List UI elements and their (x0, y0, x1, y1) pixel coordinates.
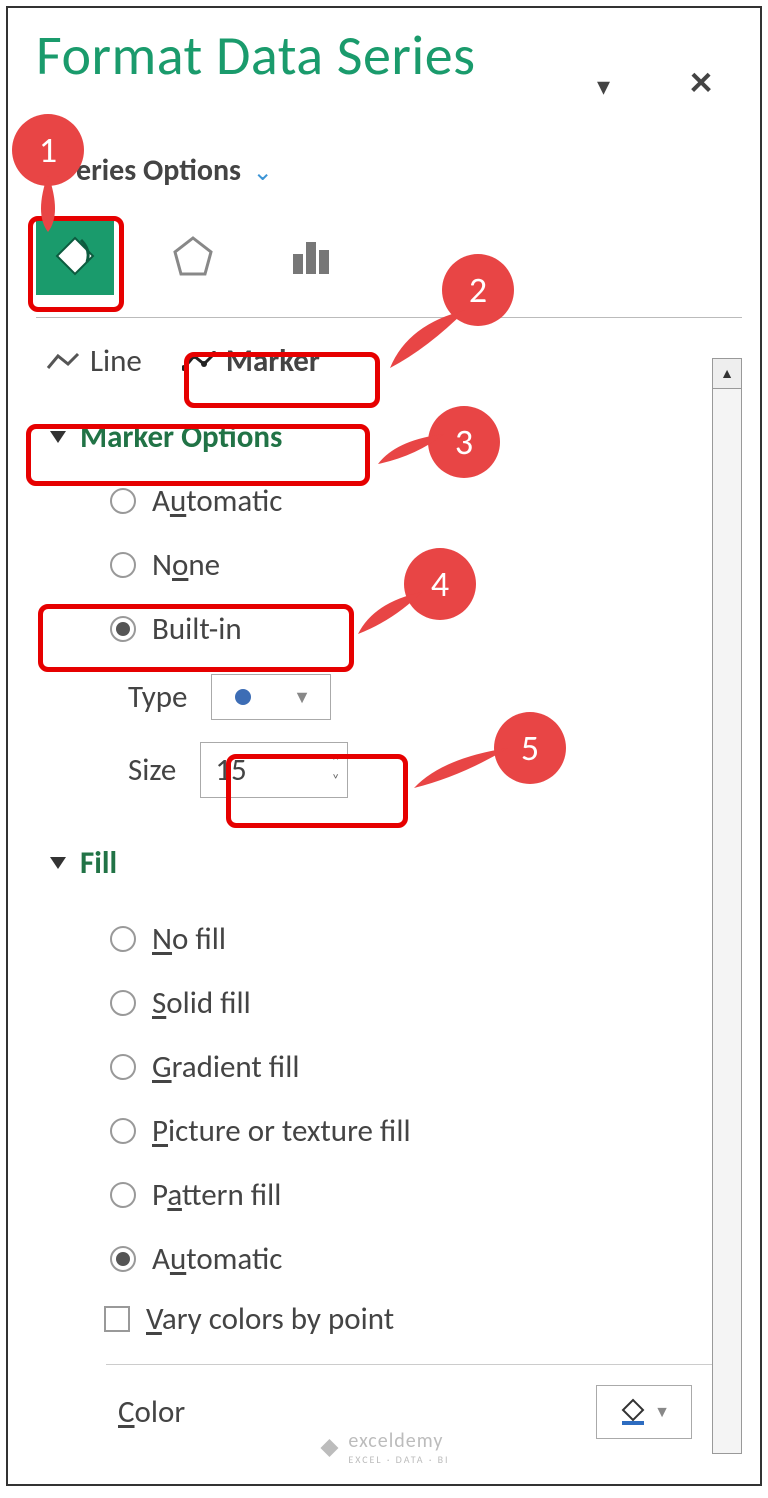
format-category-icons (36, 217, 742, 318)
radio-none[interactable]: None (104, 542, 742, 588)
radio-icon (110, 616, 136, 642)
radio-automatic[interactable]: Automatic (104, 478, 742, 524)
divider (106, 1364, 712, 1365)
radio-icon (110, 1246, 136, 1272)
radio-icon (110, 1118, 136, 1144)
line-marker-tabs: Line Marker (42, 340, 742, 382)
radio-icon (110, 926, 136, 952)
marker-options-header[interactable]: Marker Options (42, 414, 742, 460)
radio-fill-automatic[interactable]: Automatic (104, 1236, 742, 1282)
fill-and-line-icon[interactable] (36, 217, 114, 295)
fill-color-button[interactable]: ▼ (596, 1385, 692, 1439)
radio-gradient-fill[interactable]: Gradient fill (104, 1044, 742, 1090)
tab-line-label: Line (90, 342, 142, 380)
checkbox-icon (104, 1306, 130, 1332)
fill-label: Fill (80, 844, 117, 882)
checkbox-vary-colors[interactable]: Vary colors by point (104, 1300, 742, 1338)
series-options-icon[interactable] (272, 217, 350, 295)
radio-icon (110, 1182, 136, 1208)
marker-options-label: Marker Options (80, 418, 282, 456)
chevron-down-icon: ▼ (654, 1403, 670, 1422)
fill-header[interactable]: Fill (42, 840, 742, 886)
vertical-scrollbar[interactable]: ▲ (712, 358, 742, 1454)
size-label: Size (128, 751, 176, 789)
watermark: exceldemy EXCEL · DATA · BI (318, 1429, 449, 1466)
radio-picture-fill[interactable]: Picture or texture fill (104, 1108, 742, 1154)
type-label: Type (128, 678, 187, 716)
close-icon[interactable]: × (690, 54, 712, 108)
collapse-triangle-icon (50, 857, 66, 869)
spinner-down-icon[interactable]: ˅ (332, 771, 340, 788)
radio-icon (110, 1054, 136, 1080)
radio-builtin[interactable]: Built-in (104, 606, 742, 652)
marker-type-row: Type ▼ (128, 674, 742, 720)
tab-line[interactable]: Line (42, 340, 146, 382)
collapse-triangle-icon (50, 431, 66, 443)
radio-icon (110, 488, 136, 514)
effects-icon[interactable] (154, 217, 232, 295)
tab-marker[interactable]: Marker (178, 340, 324, 382)
marker-size-input[interactable]: 15 ˄ ˅ (200, 742, 348, 798)
series-options-label[interactable]: eries Options (76, 152, 241, 189)
format-data-series-panel: Format Data Series ▾ × eries Options ⌄ (6, 6, 762, 1486)
marker-size-row: Size 15 ˄ ˅ (128, 742, 742, 798)
radio-no-fill[interactable]: No fill (104, 916, 742, 962)
radio-solid-fill[interactable]: Solid fill (104, 980, 742, 1026)
scroll-up-icon[interactable]: ▲ (713, 359, 741, 389)
radio-pattern-fill[interactable]: Pattern fill (104, 1172, 742, 1218)
size-spinner[interactable]: ˄ ˅ (332, 752, 340, 788)
size-value: 15 (215, 751, 246, 789)
panel-title: Format Data Series (36, 28, 742, 84)
radio-icon (110, 552, 136, 578)
radio-builtin-label: Built-in (152, 610, 242, 648)
series-options-chevron-icon[interactable]: ⌄ (253, 158, 273, 187)
marker-type-dropdown[interactable]: ▼ (211, 674, 331, 720)
chevron-down-icon: ▼ (293, 686, 311, 708)
panel-options-dropdown-icon[interactable]: ▾ (597, 70, 610, 102)
radio-icon (110, 990, 136, 1016)
tab-marker-label: Marker (226, 342, 320, 380)
spinner-up-icon[interactable]: ˄ (332, 752, 340, 769)
